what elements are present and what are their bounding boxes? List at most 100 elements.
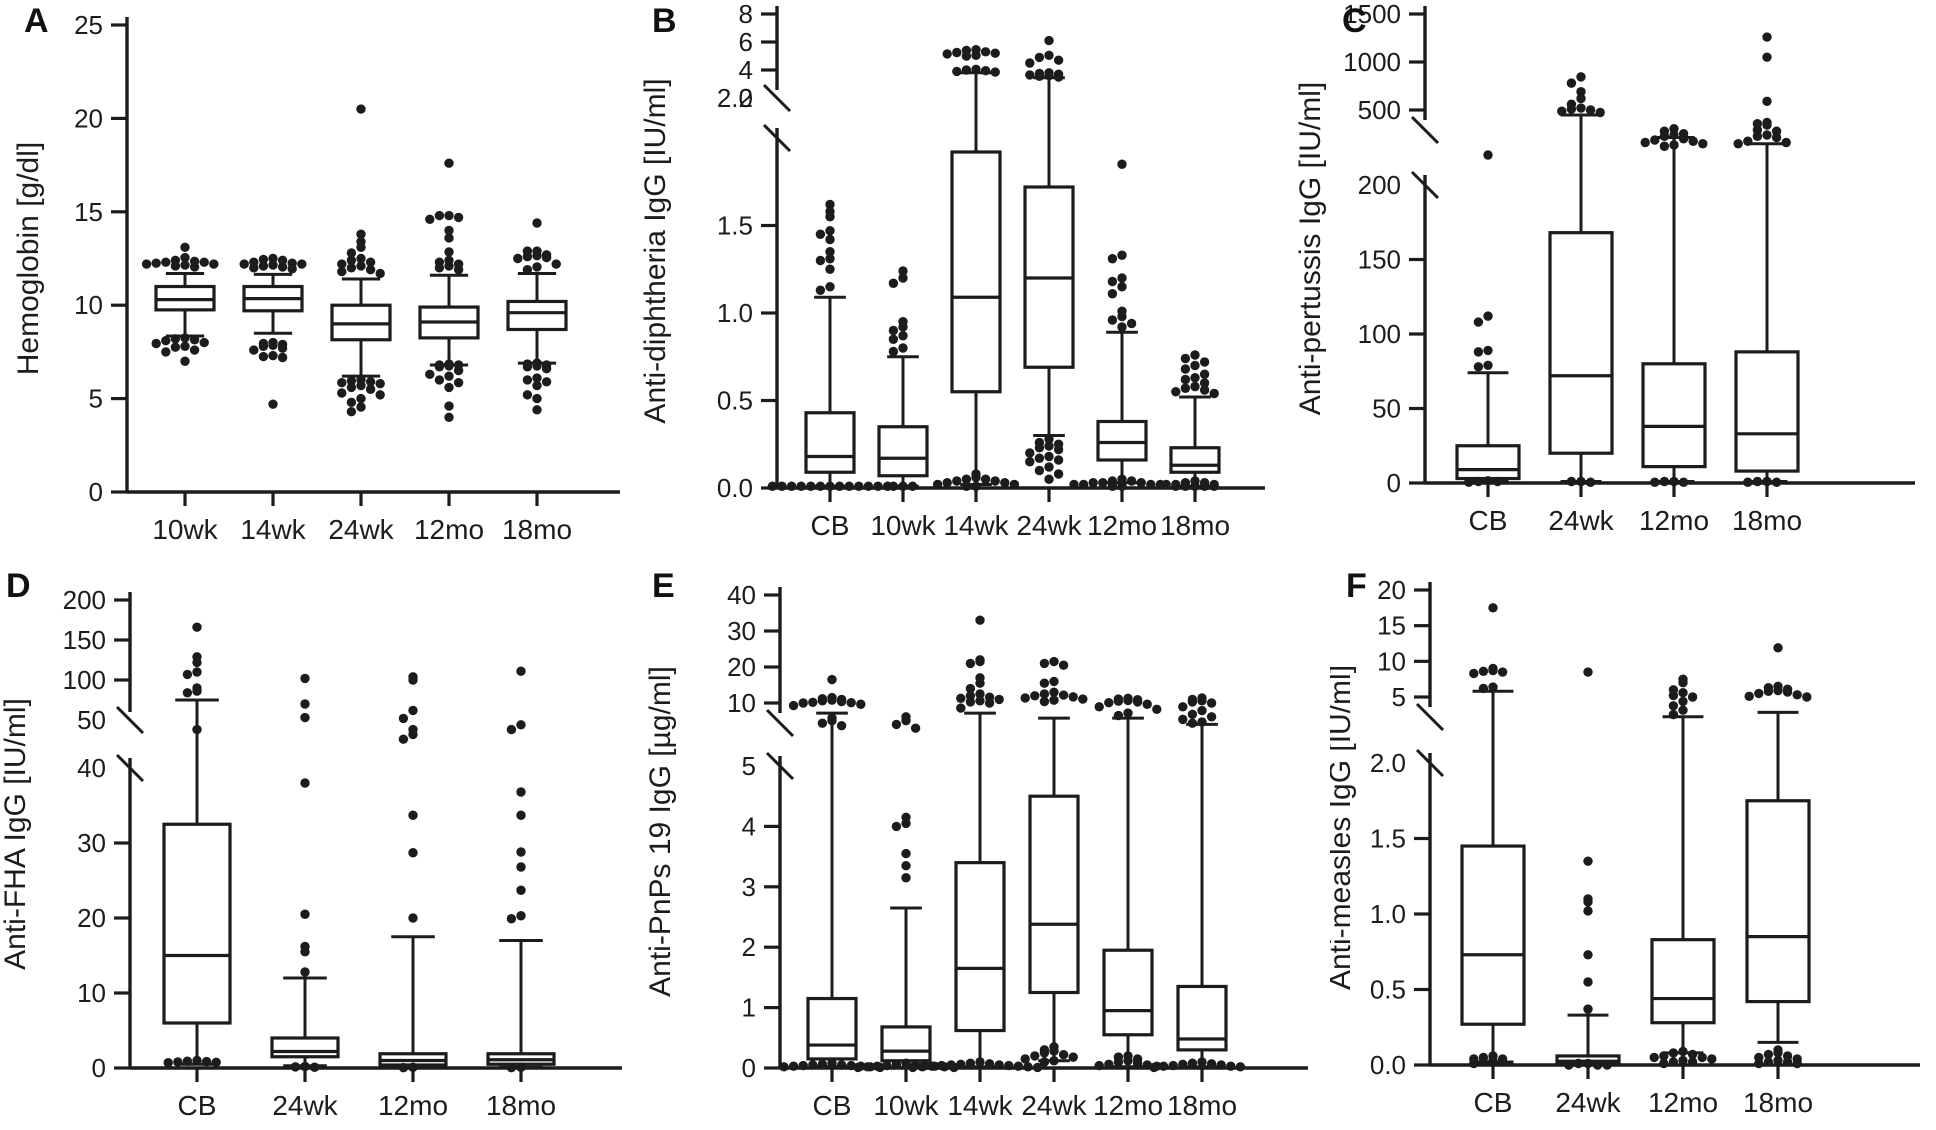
data-point bbox=[990, 476, 1000, 486]
category-label: 24wk bbox=[1555, 1087, 1621, 1118]
data-point bbox=[1659, 141, 1670, 151]
box bbox=[270, 1036, 340, 1059]
data-point bbox=[408, 729, 418, 740]
data-point bbox=[956, 693, 966, 704]
data-point bbox=[365, 384, 376, 394]
data-point bbox=[1781, 137, 1791, 148]
data-point bbox=[901, 848, 911, 859]
boxplot-hemoglobin: 25 20 15 10 5 0 10wk 14wk 24wk 12mo 18mo Hemoglobin… bbox=[12, 10, 620, 545]
data-point bbox=[300, 673, 310, 684]
data-point bbox=[346, 376, 357, 386]
axis-break-upper bbox=[115, 705, 145, 735]
data-point bbox=[1752, 476, 1763, 487]
data-point bbox=[1649, 1052, 1659, 1063]
category-label: 14wk bbox=[240, 514, 306, 545]
data-point bbox=[408, 675, 418, 685]
y-tick-label: 2.0 bbox=[717, 83, 753, 113]
data-point bbox=[1659, 476, 1670, 487]
data-point bbox=[1492, 476, 1503, 487]
box bbox=[877, 425, 929, 478]
data-point bbox=[1678, 688, 1688, 698]
data-point bbox=[1678, 705, 1688, 715]
data-point bbox=[1687, 692, 1698, 702]
data-point bbox=[337, 388, 347, 398]
data-point bbox=[346, 382, 357, 393]
data-point bbox=[898, 331, 908, 341]
data-point bbox=[434, 375, 445, 385]
box-group-24wk bbox=[1023, 35, 1075, 484]
data-point bbox=[532, 218, 542, 228]
box-group-12mo bbox=[1640, 124, 1708, 487]
data-point bbox=[1497, 667, 1508, 677]
data-point bbox=[300, 967, 310, 977]
data-point bbox=[1094, 1060, 1104, 1071]
data-point bbox=[516, 862, 526, 872]
data-point bbox=[1698, 139, 1708, 149]
data-point bbox=[1557, 106, 1567, 116]
data-point bbox=[1098, 478, 1108, 488]
data-point bbox=[1123, 1056, 1133, 1066]
data-point bbox=[971, 472, 981, 483]
data-point bbox=[817, 1059, 828, 1070]
data-point bbox=[1773, 1055, 1783, 1066]
box-group-CB bbox=[162, 622, 232, 1068]
y-tick-label: 30 bbox=[77, 828, 106, 858]
y-tick-label: 6 bbox=[739, 27, 753, 57]
data-point bbox=[965, 683, 976, 694]
data-point bbox=[1483, 345, 1493, 356]
data-point bbox=[541, 377, 552, 387]
data-point bbox=[815, 481, 826, 491]
y-tick-label: 0.5 bbox=[717, 386, 753, 416]
data-point bbox=[1136, 478, 1146, 488]
box bbox=[506, 299, 568, 332]
y-tick-label: 0 bbox=[1387, 468, 1401, 498]
data-point bbox=[827, 1058, 837, 1068]
data-point bbox=[161, 347, 171, 357]
y-tick-label: 5 bbox=[1392, 682, 1406, 712]
data-point bbox=[1650, 135, 1660, 145]
data-point bbox=[516, 810, 526, 820]
data-point bbox=[1187, 718, 1198, 728]
data-point bbox=[888, 325, 899, 336]
data-point bbox=[1078, 479, 1089, 490]
data-point bbox=[891, 1059, 902, 1070]
data-point bbox=[1180, 383, 1191, 393]
data-point bbox=[444, 371, 454, 381]
category-label: CB bbox=[811, 510, 850, 541]
data-point bbox=[192, 657, 202, 668]
data-point bbox=[300, 699, 310, 709]
data-point bbox=[898, 343, 908, 353]
data-point bbox=[444, 401, 454, 411]
data-point bbox=[1697, 1052, 1707, 1063]
data-point bbox=[258, 351, 269, 362]
box-group-24wk bbox=[330, 104, 392, 417]
data-point bbox=[1564, 1060, 1574, 1070]
data-point bbox=[1771, 477, 1782, 487]
data-point bbox=[1583, 897, 1593, 907]
data-point bbox=[806, 481, 816, 491]
data-point bbox=[1469, 668, 1479, 679]
data-point bbox=[1044, 50, 1054, 60]
data-point bbox=[965, 658, 976, 669]
axis-break-lower bbox=[765, 751, 795, 781]
data-point bbox=[1171, 481, 1181, 491]
data-point bbox=[898, 266, 908, 276]
data-point bbox=[854, 481, 864, 491]
category-label: CB bbox=[1474, 1087, 1513, 1118]
data-point bbox=[901, 1058, 911, 1068]
data-point bbox=[994, 694, 1004, 705]
data-point bbox=[541, 364, 552, 374]
data-point bbox=[1113, 710, 1124, 721]
data-point bbox=[522, 265, 533, 275]
y-tick-label: 0 bbox=[742, 1053, 756, 1083]
category-label: 12mo bbox=[378, 1090, 448, 1121]
data-point bbox=[1178, 702, 1188, 712]
data-point bbox=[408, 848, 418, 858]
box bbox=[804, 411, 856, 474]
category-label: 24wk bbox=[328, 514, 394, 545]
data-point bbox=[277, 343, 288, 353]
category-label: 12mo bbox=[1093, 1090, 1163, 1121]
data-point bbox=[1034, 52, 1045, 63]
data-point bbox=[907, 481, 918, 491]
data-point bbox=[1180, 481, 1191, 491]
